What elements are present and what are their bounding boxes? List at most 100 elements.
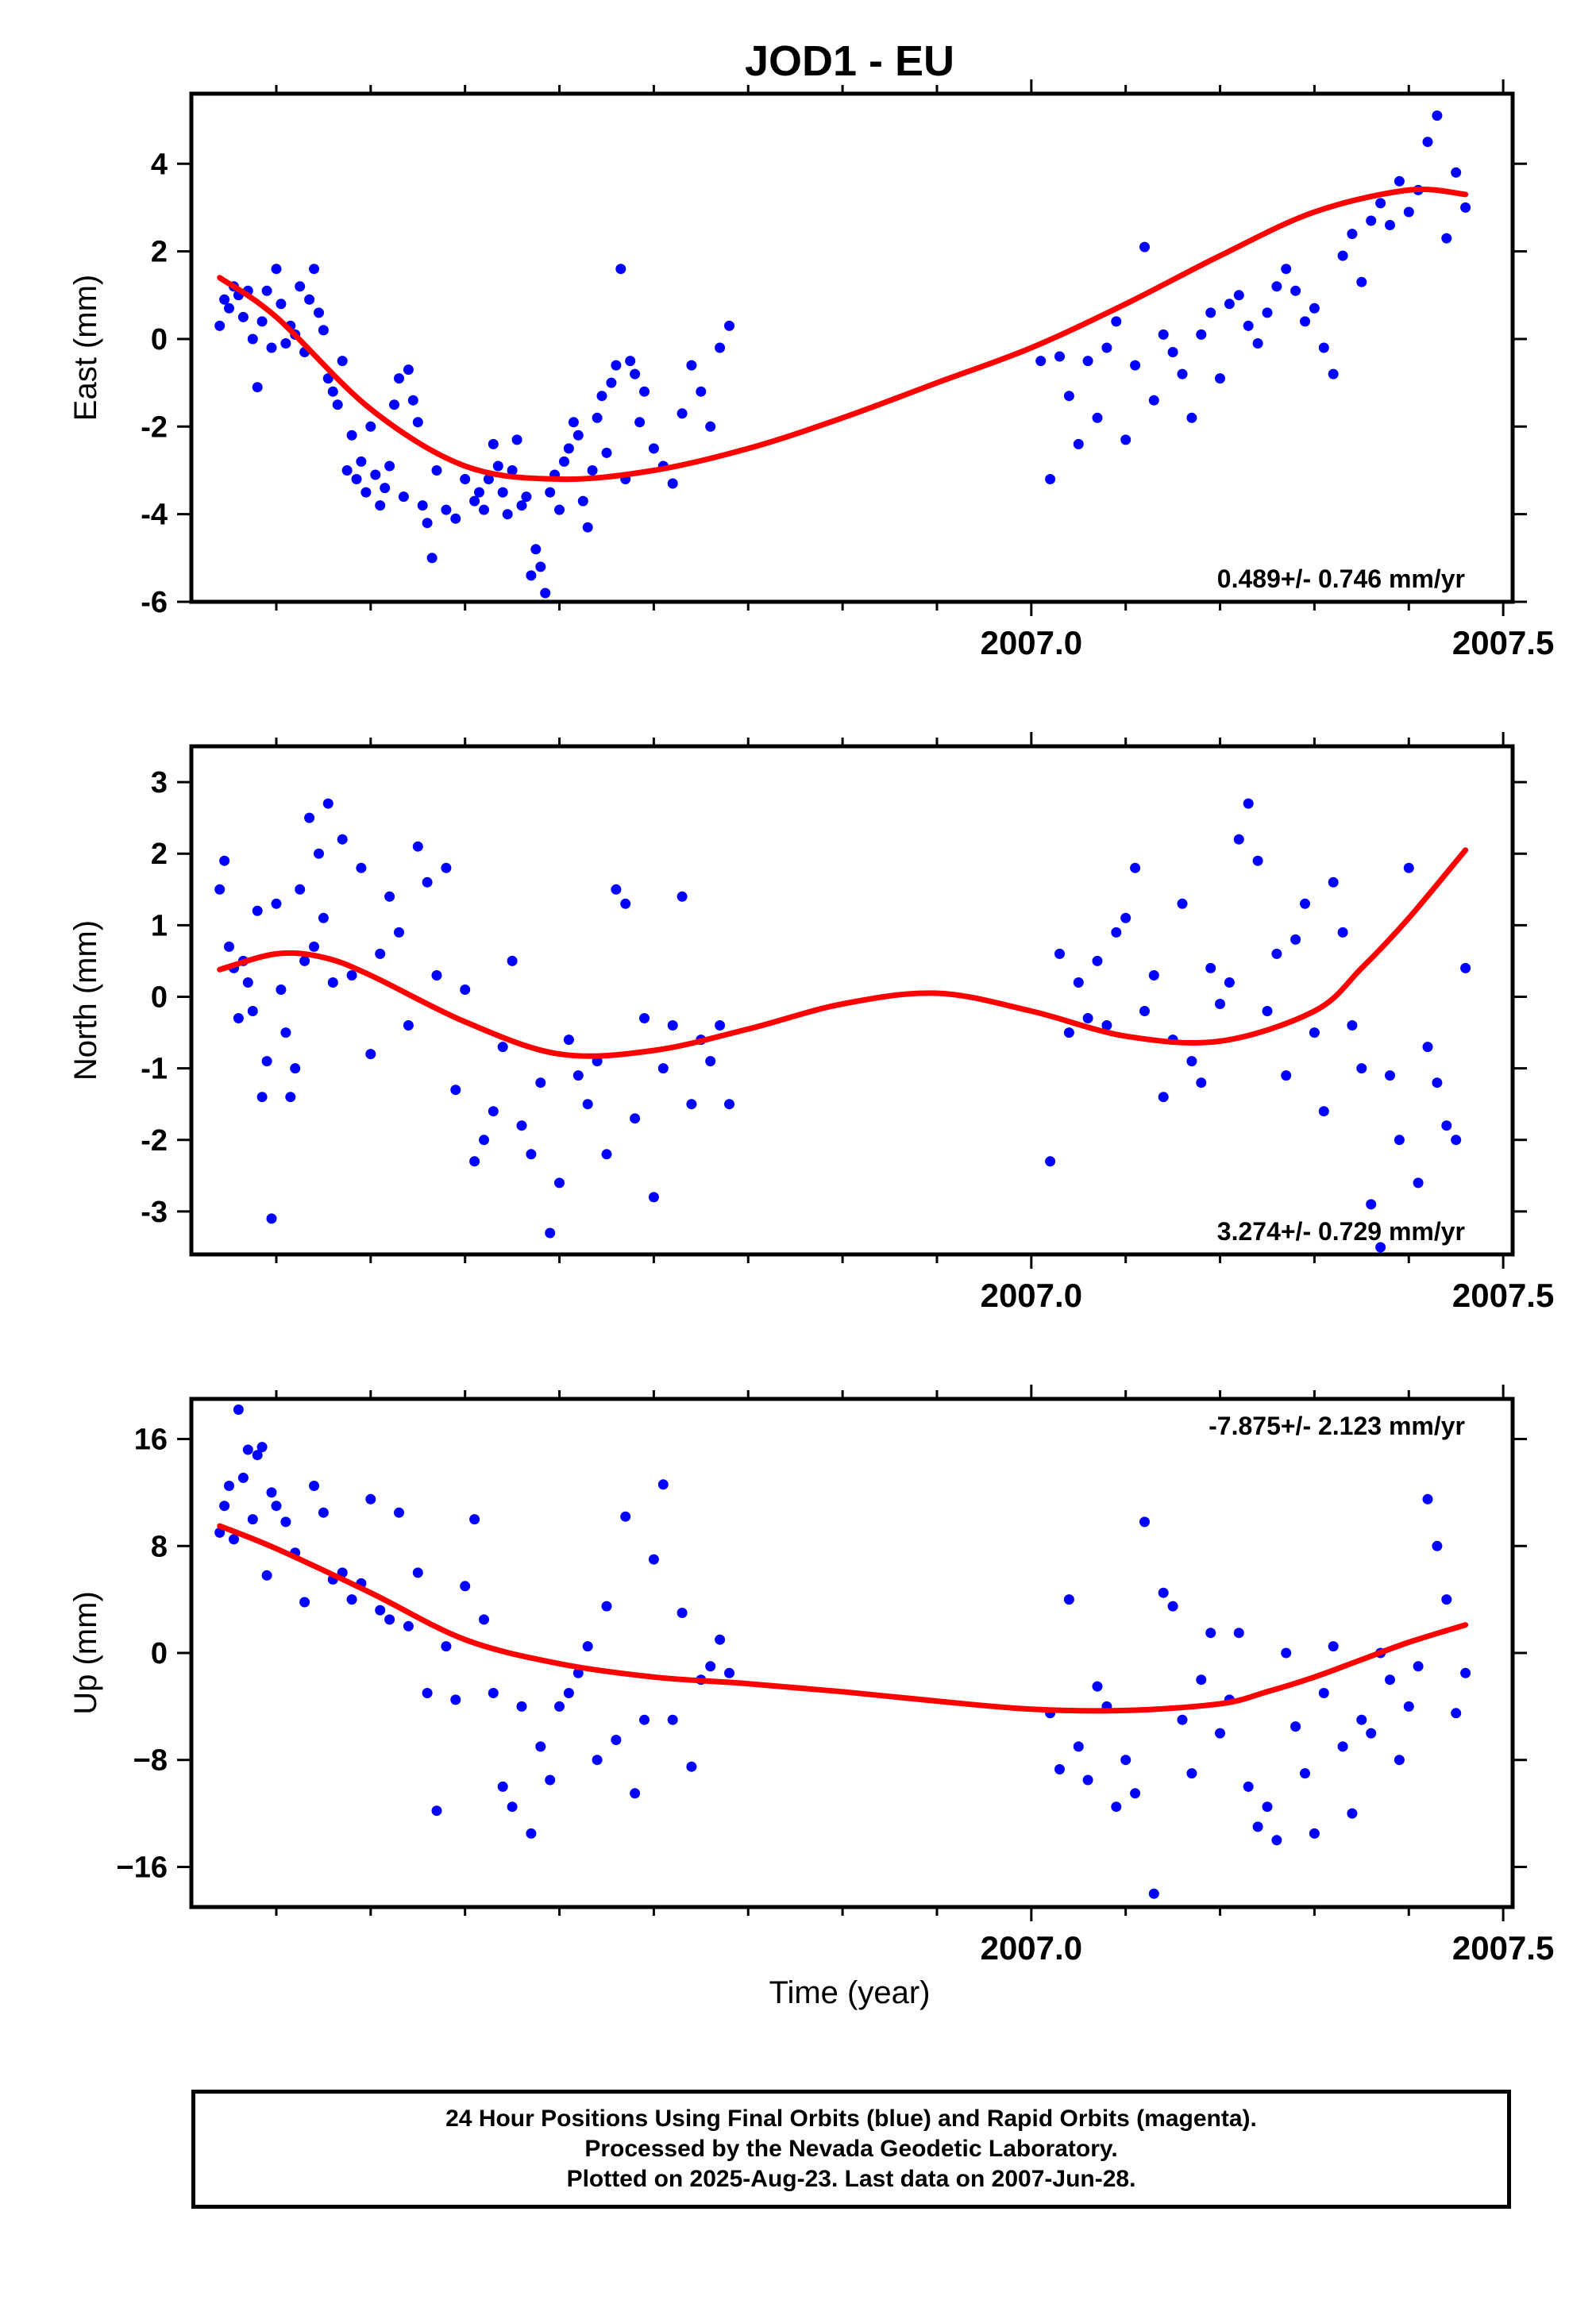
- data-point: [318, 325, 329, 336]
- footer-line-2: Processed by the Nevada Geodetic Laborat…: [584, 2136, 1118, 2162]
- data-point: [422, 1688, 433, 1698]
- data-point: [1054, 948, 1065, 959]
- data-point: [247, 1514, 258, 1525]
- data-point: [1148, 1888, 1159, 1899]
- rate-label: -7.875+/- 2.123 mm/yr: [1209, 1412, 1465, 1440]
- data-point: [1092, 412, 1103, 423]
- data-point: [1413, 1177, 1424, 1189]
- data-point: [1092, 1681, 1103, 1692]
- data-point: [724, 1099, 734, 1110]
- data-point: [1054, 351, 1065, 362]
- data-point: [318, 912, 329, 923]
- data-point: [1158, 1587, 1169, 1598]
- data-point: [380, 483, 391, 494]
- data-point: [280, 1027, 291, 1038]
- data-point: [431, 1805, 442, 1817]
- data-point: [1177, 898, 1188, 909]
- data-point: [1130, 862, 1141, 873]
- data-point: [271, 898, 282, 909]
- chart-title: JOD1 - EU: [745, 37, 954, 85]
- data-point: [1167, 1601, 1178, 1612]
- data-point: [1413, 1661, 1424, 1672]
- data-point: [214, 320, 226, 331]
- data-point: [1318, 342, 1329, 353]
- data-point: [1394, 1755, 1405, 1766]
- data-point: [1394, 175, 1405, 187]
- y-tick-label: −16: [117, 1851, 168, 1884]
- panels: -6 -4 -2 0 2 4 2007.0 2007.5 East (mm) 0.489+/- 0…: [68, 79, 1554, 1967]
- data-point: [1271, 948, 1282, 959]
- data-point: [1271, 281, 1282, 292]
- data-point: [1148, 970, 1159, 981]
- data-point: [233, 1404, 244, 1415]
- data-point: [1035, 356, 1047, 367]
- data-point: [724, 1667, 734, 1678]
- data-point: [483, 474, 494, 484]
- data-point: [1281, 1647, 1292, 1659]
- data-point: [1243, 798, 1254, 809]
- data-point: [460, 984, 471, 995]
- data-point: [1158, 1092, 1169, 1103]
- data-point: [1196, 329, 1207, 340]
- data-point: [535, 1077, 546, 1088]
- y-tick-label: 2: [151, 236, 168, 269]
- data-point: [1422, 137, 1433, 148]
- data-point: [384, 891, 395, 902]
- data-point: [1101, 342, 1112, 353]
- data-point: [337, 834, 348, 845]
- data-point: [276, 984, 287, 995]
- data-point: [219, 855, 230, 866]
- data-point: [469, 495, 480, 507]
- x-tick-label: 2007.0: [981, 1929, 1082, 1967]
- data-point: [1366, 1728, 1377, 1739]
- data-point: [261, 285, 272, 296]
- data-point: [252, 1450, 263, 1461]
- data-point: [346, 430, 357, 441]
- data-point: [1252, 855, 1263, 866]
- data-point: [224, 941, 234, 952]
- y-tick-label: -6: [141, 586, 168, 619]
- data-point: [639, 386, 650, 397]
- data-point: [1139, 1516, 1150, 1528]
- data-point: [667, 1020, 678, 1031]
- data-point: [1139, 1006, 1150, 1016]
- x-tick-label: 2007.5: [1452, 1929, 1554, 1967]
- data-point: [1186, 412, 1197, 423]
- data-point: [1262, 1006, 1273, 1016]
- fit-curve: [217, 847, 1469, 1059]
- data-point: [545, 1774, 556, 1786]
- data-point: [630, 368, 641, 380]
- data-point: [686, 360, 697, 371]
- data-point: [261, 1570, 272, 1581]
- data-point: [1385, 220, 1395, 230]
- data-point: [535, 1741, 546, 1752]
- data-point: [394, 927, 404, 938]
- data-point: [426, 553, 438, 564]
- data-point: [611, 884, 622, 895]
- data-point: [1177, 1714, 1188, 1725]
- data-point: [667, 1714, 678, 1725]
- data-point: [1045, 1156, 1056, 1167]
- y-tick-label: 3: [151, 766, 168, 799]
- data-point: [1375, 198, 1386, 209]
- data-point: [247, 1006, 258, 1016]
- data-point: [346, 1594, 357, 1605]
- y-tick-label: 1: [151, 909, 168, 942]
- data-point: [639, 1013, 650, 1023]
- data-point: [1290, 1721, 1301, 1732]
- data-point: [1451, 1708, 1462, 1719]
- data-point: [1262, 1801, 1273, 1813]
- data-point: [705, 421, 716, 432]
- data-point: [516, 500, 527, 511]
- data-point: [247, 333, 258, 345]
- data-point: [507, 1801, 518, 1813]
- y-tick-label: -3: [141, 1196, 168, 1229]
- data-point: [696, 386, 707, 397]
- y-tick-label: -4: [141, 499, 168, 532]
- data-point: [450, 513, 461, 524]
- data-point: [1092, 955, 1103, 966]
- x-axis-title: Time (year): [769, 1975, 931, 2010]
- data-point: [1271, 1835, 1282, 1846]
- data-point: [309, 264, 319, 275]
